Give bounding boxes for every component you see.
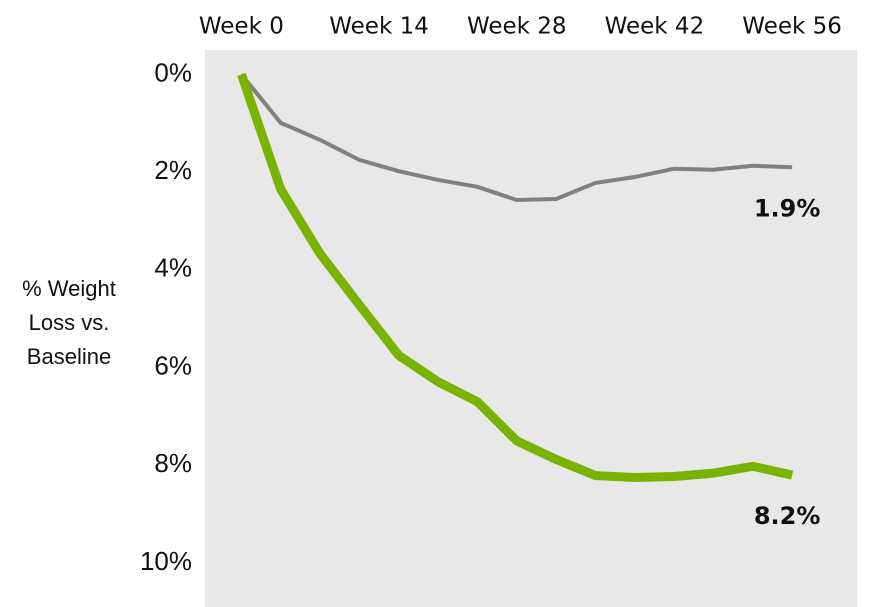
data-line <box>237 72 794 483</box>
value-label: 1.9% <box>754 194 821 222</box>
x-tick-label: Week 0 <box>199 14 284 40</box>
data-line <box>239 73 793 203</box>
value-label: 8.2% <box>754 502 821 530</box>
y-tick-label: 6% <box>154 350 192 380</box>
x-tick-label: Week 28 <box>467 14 567 40</box>
plot-area <box>205 50 857 607</box>
y-tick-label: 10% <box>140 546 192 576</box>
y-tick-label: 2% <box>154 155 192 185</box>
x-tick-label: Week 56 <box>742 14 842 40</box>
y-tick-label: 4% <box>154 253 192 283</box>
y-axis-label: % Weight Loss vs. Baseline <box>22 276 116 369</box>
y-tick-label: 8% <box>154 448 192 478</box>
y-tick-label: 0% <box>154 57 192 87</box>
x-tick-label: Week 14 <box>329 14 429 40</box>
x-tick-label: Week 42 <box>605 14 705 40</box>
